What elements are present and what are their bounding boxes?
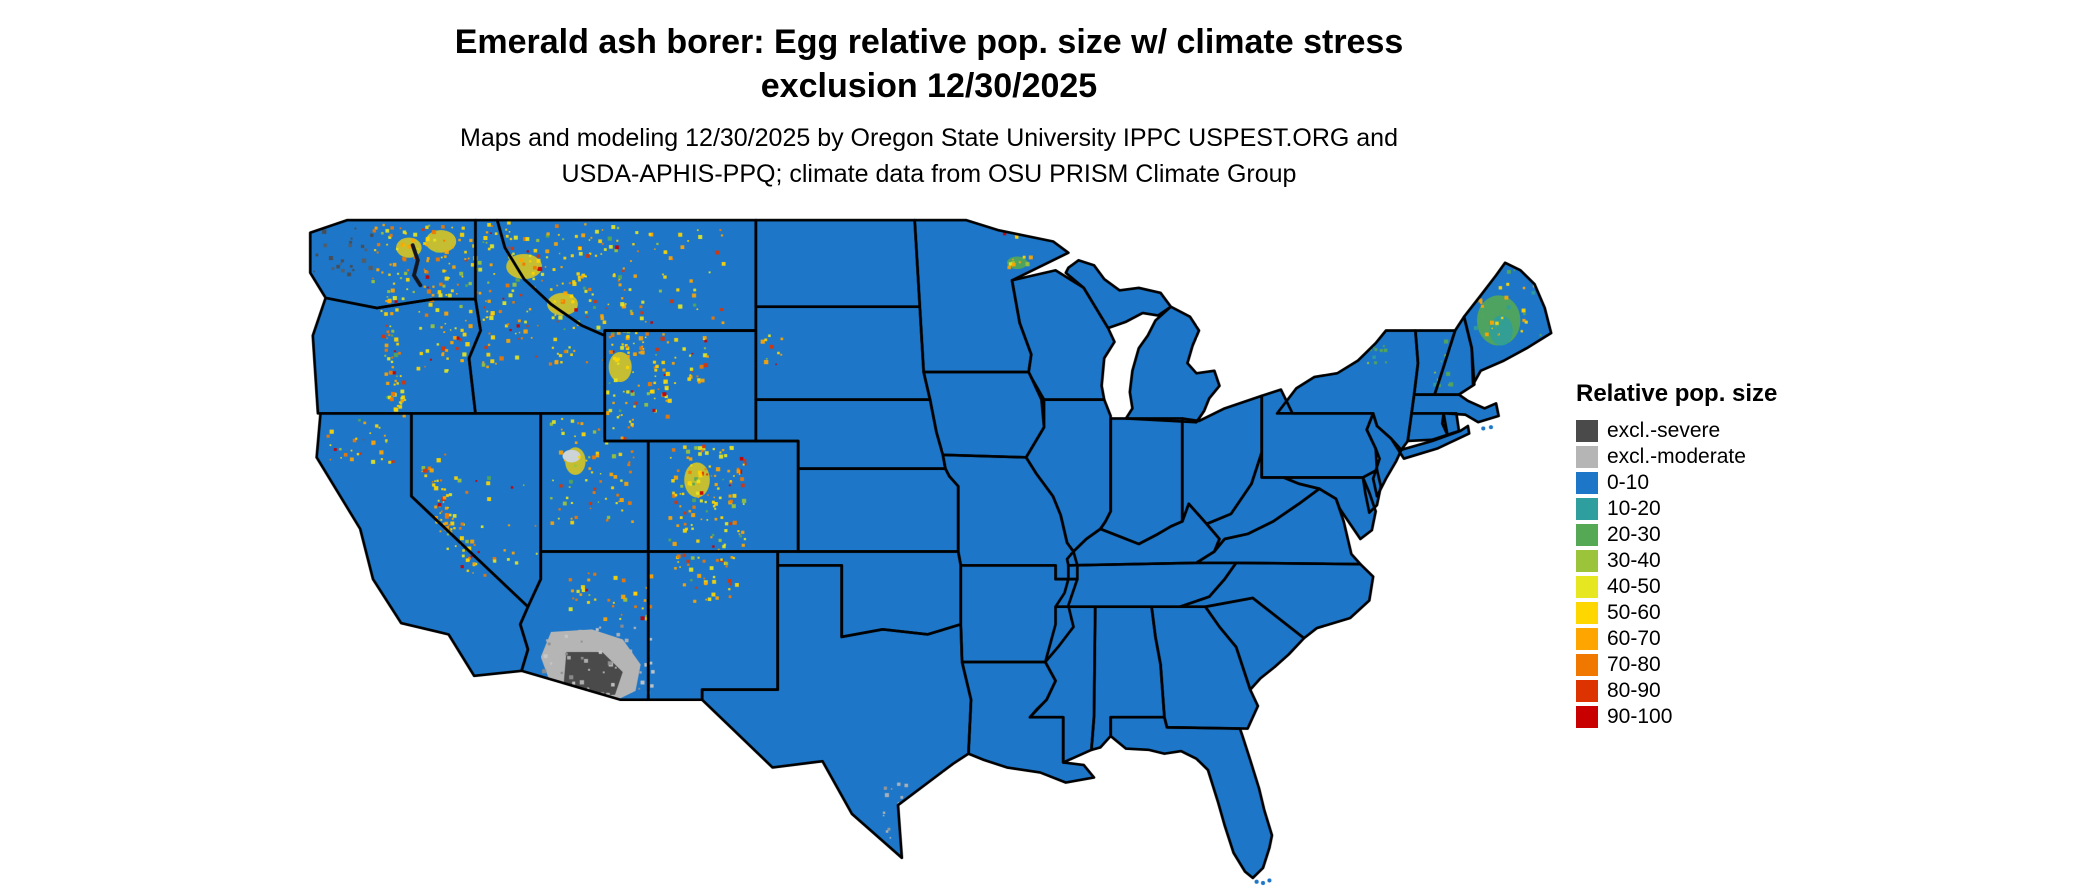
state-shape-vt [1414, 330, 1456, 395]
legend-item: 20-30 [1576, 522, 1777, 548]
legend-item: 80-90 [1576, 678, 1777, 704]
state-shape-nd [755, 220, 920, 307]
state-shape-nh [1434, 316, 1475, 395]
island-dots [1254, 425, 1494, 885]
legend-item: 70-80 [1576, 652, 1777, 678]
state-shape-nm [648, 551, 778, 700]
state-shape-wv [1206, 452, 1320, 552]
legend-swatch [1576, 550, 1598, 572]
legend-label: 60-70 [1607, 627, 1661, 650]
legend-swatch [1576, 602, 1598, 624]
legend-label: 0-10 [1607, 471, 1650, 494]
legend-label: 80-90 [1607, 679, 1661, 702]
page-subtitle: Maps and modeling 12/30/2025 by Oregon S… [0, 120, 1858, 192]
state-shape-md [1283, 477, 1376, 539]
state-shape-ma [1411, 394, 1499, 423]
legend-swatch [1576, 420, 1598, 442]
state-shape-ct [1407, 413, 1448, 442]
legend-swatch [1576, 680, 1598, 702]
legend-item: excl.-severe [1576, 418, 1777, 444]
legend-swatch [1576, 706, 1598, 728]
legend-item: 90-100 [1576, 704, 1777, 730]
state-shape-id [469, 220, 605, 414]
map-legend: Relative pop. size excl.-severe excl.-mod… [1576, 380, 1777, 730]
legend-item: 30-40 [1576, 548, 1777, 574]
legend-label: 20-30 [1607, 523, 1661, 546]
page-title-line2: exclusion 12/30/2025 [760, 67, 1098, 105]
state-shape-ny [1277, 330, 1470, 459]
state-borders [308, 218, 1553, 880]
legend-swatch [1576, 498, 1598, 520]
legend-swatch [1576, 524, 1598, 546]
state-shape-wi [1012, 270, 1115, 400]
climate-stress-speckles [313, 221, 1542, 839]
state-shape-oh [1182, 395, 1262, 524]
state-shape-fl [1110, 717, 1272, 878]
legend-label: excl.-severe [1607, 419, 1721, 442]
legend-item: 60-70 [1576, 626, 1777, 652]
state-shape-sc [1205, 597, 1304, 690]
state-shape-nc [1179, 562, 1374, 639]
state-shape-ar [960, 565, 1078, 662]
state-shape-ind [1100, 418, 1183, 544]
state-shape-ga [1151, 606, 1258, 729]
state-shape-ms [1029, 606, 1096, 763]
legend-label: excl.-moderate [1607, 445, 1746, 468]
us-map-container [300, 210, 1555, 888]
state-shape-tn [1055, 562, 1237, 607]
legend-label: 30-40 [1607, 549, 1661, 572]
state-shape-ut [540, 413, 649, 552]
legend-item: 40-50 [1576, 574, 1777, 600]
legend-swatch [1576, 472, 1598, 494]
legend-item: 50-60 [1576, 600, 1777, 626]
subtitle-line1: Maps and modeling 12/30/2025 by Oregon S… [460, 124, 1398, 152]
legend-rows: excl.-severe excl.-moderate 0-10 10-20 20-30… [1576, 418, 1777, 730]
legend-item: 0-10 [1576, 470, 1777, 496]
legend-label: 70-80 [1607, 653, 1661, 676]
state-shape-la [962, 662, 1094, 783]
state-shape-ca [316, 413, 528, 676]
state-shape-ne [755, 399, 946, 469]
legend-item: excl.-moderate [1576, 444, 1777, 470]
state-shape-va [1196, 488, 1361, 565]
legend-title: Relative pop. size [1576, 380, 1778, 407]
state-shape-al [1091, 606, 1165, 750]
state-fills [310, 220, 1552, 878]
state-shape-il [1026, 399, 1111, 552]
puget-sound-water [410, 243, 423, 288]
legend-item: 10-20 [1576, 496, 1777, 522]
legend-label: 40-50 [1607, 575, 1661, 598]
state-shape-ok [777, 551, 961, 637]
state-shape-wy [604, 330, 756, 442]
legend-swatch [1576, 628, 1598, 650]
legend-label: 10-20 [1607, 497, 1661, 520]
page-title: Emerald ash borer: Egg relative pop. siz… [0, 20, 1858, 108]
legend-swatch [1576, 654, 1598, 676]
state-shape-tx [702, 565, 972, 858]
us-map [308, 218, 1553, 885]
state-shape-ky [1067, 503, 1220, 566]
page-title-line1: Emerald ash borer: Egg relative pop. siz… [454, 23, 1404, 61]
legend-label: 50-60 [1607, 601, 1661, 624]
state-shape-ks [798, 468, 959, 552]
state-shape-ia [923, 371, 1045, 458]
legend-swatch [1576, 446, 1598, 468]
legend-swatch [1576, 576, 1598, 598]
subtitle-line2: USDA-APHIS-PPQ; climate data from OSU PR… [561, 160, 1297, 188]
state-shape-miup [1065, 260, 1171, 329]
legend-label: 90-100 [1607, 705, 1673, 728]
state-shape-sd [755, 306, 931, 400]
